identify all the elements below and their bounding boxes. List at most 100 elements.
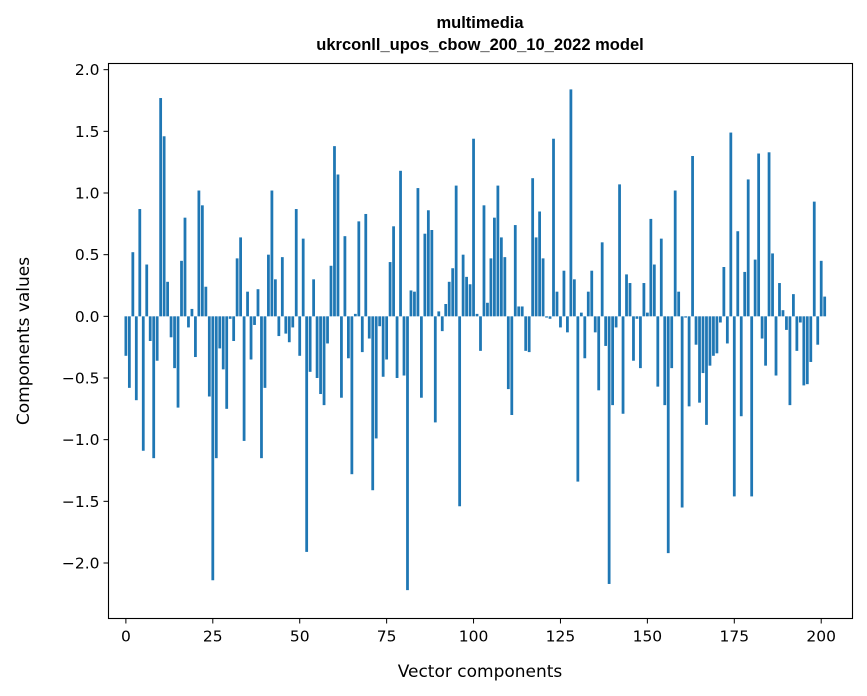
x-tick-label-125: 125 [546,628,576,646]
bar-185 [767,152,771,317]
bar-47 [287,316,291,343]
y-tick-label-5: −0.5 [62,370,100,388]
bar-156 [666,316,670,554]
bar-61 [336,174,340,317]
bar-191 [788,316,792,406]
bar-111 [510,316,514,415]
x-tick-label-75: 75 [377,628,397,646]
bar-96 [458,316,462,507]
bar-121 [545,316,548,318]
bar-135 [593,316,597,333]
bar-110 [506,316,510,390]
bar-134 [590,270,594,317]
bar-53 [308,316,312,372]
bar-157 [670,316,674,369]
bar-188 [778,283,781,317]
bar-33 [239,237,242,317]
bar-16 [180,260,183,317]
bar-180 [750,316,754,497]
bar-60 [333,146,336,317]
bar-19 [190,308,194,317]
bar-84 [416,188,420,317]
bar-190 [785,316,788,330]
bar-23 [204,286,208,317]
bar-161 [684,316,688,318]
bar-11 [162,136,166,317]
bar-20 [194,316,197,358]
y-tick-label-2: 1.0 [75,185,100,203]
y-tick-label-4: 0.0 [75,308,100,326]
bar-166 [701,316,705,374]
plot-frame [107,62,854,620]
bar-141 [614,316,618,328]
bar-6 [145,264,149,317]
bar-137 [600,242,604,317]
bar-76 [388,262,392,317]
bar-103 [482,205,486,317]
bar-116 [527,316,531,353]
bar-94 [451,268,455,317]
bar-27 [218,316,222,349]
bar-154 [659,238,663,317]
bar-34 [242,316,246,441]
bar-198 [812,201,816,317]
bar-90 [437,311,441,317]
bar-109 [503,257,507,317]
bar-68 [360,316,364,353]
bar-89 [433,316,437,423]
bar-118 [534,237,538,317]
bar-31 [232,316,236,341]
bar-73 [378,316,382,327]
bar-98 [465,276,468,317]
bar-104 [486,302,489,317]
axis-ticks: 0 25 50 75 100 125 150 175 200 2.0 1.5 1.0 0.5 0.0 −0.… [62,61,836,645]
bar-87 [426,210,430,317]
y-tick-label-0: 2.0 [75,61,100,79]
y-tick-label-7: −1.5 [62,493,100,511]
bar-179 [746,179,750,317]
bar-36 [249,316,253,360]
bar-66 [353,313,357,317]
bar-63 [343,236,347,317]
chart-title-line-2: ukrconll_upos_cbow_200_10_2022 model [316,36,643,54]
bar-127 [566,316,569,333]
bar-147 [635,316,639,319]
bar-4 [138,209,142,317]
bar-175 [732,316,736,497]
bar-189 [781,310,785,317]
bar-126 [562,270,566,317]
bar-132 [583,316,587,359]
bar-59 [329,265,333,317]
bar-184 [764,316,767,366]
bar-130 [576,316,580,482]
bar-187 [774,316,778,376]
bar-107 [496,185,500,317]
bar-140 [611,316,614,406]
bar-44 [277,316,281,337]
bar-79 [399,170,402,317]
y-tick-label-1: 1.5 [75,123,100,141]
y-tick-label-8: −2.0 [62,555,100,573]
bar-15 [176,316,180,408]
bar-5 [141,316,145,451]
bar-164 [694,316,698,345]
bar-62 [340,316,343,398]
bar-26 [214,316,218,459]
bar-123 [552,138,555,317]
bar-54 [312,279,316,317]
bar-57 [322,316,326,406]
bar-101 [475,313,479,317]
bar-93 [447,281,451,317]
bar-99 [468,284,472,317]
bar-24 [207,316,211,397]
x-tick-label-100: 100 [459,628,489,646]
bar-168 [708,316,712,366]
bar-75 [385,316,389,360]
bar-169 [712,316,715,356]
bar-32 [235,258,239,317]
bar-0 [124,316,128,356]
bar-12 [166,281,169,317]
bar-119 [538,211,541,317]
bar-1 [127,316,131,388]
